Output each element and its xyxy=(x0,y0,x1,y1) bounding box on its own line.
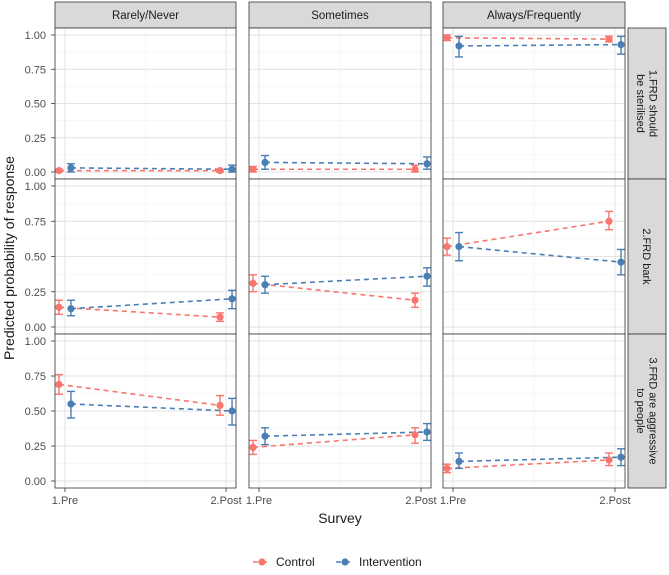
point-control xyxy=(443,34,451,42)
point-control xyxy=(249,165,257,173)
point-control xyxy=(443,464,451,472)
x-tick-label: 1.Pre xyxy=(52,495,78,507)
y-tick-label: 0.00 xyxy=(25,476,46,488)
y-tick-label: 0.25 xyxy=(25,287,46,299)
point-control xyxy=(411,431,419,439)
y-tick-label: 0.25 xyxy=(25,133,46,145)
y-tick-label: 0.75 xyxy=(25,216,46,228)
x-tick-label: 2.Post xyxy=(210,495,241,507)
point-control xyxy=(411,165,419,173)
series-line-intervention xyxy=(264,275,428,286)
panel-border xyxy=(442,333,626,489)
point-intervention xyxy=(228,407,236,415)
point-control xyxy=(216,401,224,409)
point-control xyxy=(55,303,63,311)
point-intervention xyxy=(228,165,236,173)
point-intervention xyxy=(455,243,463,251)
series-line-control xyxy=(58,383,221,407)
legend-label: Intervention xyxy=(359,555,422,569)
point-control xyxy=(249,279,257,287)
point-control xyxy=(216,313,224,321)
y-axis-title: Predicted probability of response xyxy=(1,156,17,360)
point-control xyxy=(55,167,63,175)
point-control xyxy=(411,296,419,304)
point-control xyxy=(605,217,613,225)
row-strip xyxy=(627,178,667,335)
series-line-control xyxy=(446,459,610,470)
y-tick-label: 1.00 xyxy=(25,30,46,42)
point-control xyxy=(249,443,257,451)
y-tick-label: 1.00 xyxy=(25,336,46,348)
row-strip xyxy=(627,333,667,489)
series-line-intervention xyxy=(458,456,622,463)
panel-border xyxy=(248,333,432,489)
column-strip xyxy=(248,1,432,29)
point-intervention xyxy=(67,164,75,172)
point-intervention xyxy=(261,281,269,289)
point-intervention xyxy=(67,400,75,408)
point-intervention xyxy=(261,432,269,440)
row-strip-label-group: 2.FRD bark xyxy=(640,228,652,285)
point-intervention xyxy=(423,428,431,436)
x-tick-label: 2.Post xyxy=(405,495,436,507)
point-intervention xyxy=(423,272,431,280)
legend-key-point xyxy=(341,558,349,566)
y-tick-label: 0.75 xyxy=(25,64,46,76)
legend-label: Control xyxy=(276,555,315,569)
series-line-control xyxy=(252,434,416,449)
point-intervention xyxy=(617,258,625,266)
point-intervention xyxy=(67,305,75,313)
series-line-intervention xyxy=(458,245,622,263)
y-tick-label: 0.00 xyxy=(25,322,46,334)
point-intervention xyxy=(617,453,625,461)
x-axis-title: Survey xyxy=(318,510,362,526)
point-intervention xyxy=(617,40,625,49)
legend-key-point xyxy=(258,558,266,566)
row-strip-label: to people xyxy=(634,388,646,433)
point-control xyxy=(55,380,63,388)
point-control xyxy=(605,456,613,464)
row-strip-label: 1.FRD should xyxy=(646,70,658,137)
point-intervention xyxy=(423,160,431,168)
point-intervention xyxy=(261,158,269,167)
y-tick-label: 0.00 xyxy=(25,167,46,179)
x-tick-label: 1.Pre xyxy=(246,495,272,507)
y-tick-label: 0.75 xyxy=(25,371,46,383)
column-strip xyxy=(442,1,626,29)
x-tick-label: 1.Pre xyxy=(440,495,466,507)
point-intervention xyxy=(228,295,236,303)
point-control xyxy=(216,167,224,175)
y-tick-label: 0.25 xyxy=(25,441,46,453)
series-line-control xyxy=(446,220,610,248)
y-tick-label: 0.50 xyxy=(25,99,46,111)
x-tick-label: 2.Post xyxy=(599,495,630,507)
row-strip xyxy=(627,27,667,180)
point-intervention xyxy=(455,42,463,50)
point-control xyxy=(443,243,451,251)
y-tick-label: 1.00 xyxy=(25,181,46,193)
row-strip-label: be sterilised xyxy=(634,74,646,133)
series-line-control xyxy=(252,282,416,302)
point-control xyxy=(605,35,613,43)
column-strip-label: Rarely/Never xyxy=(112,10,179,22)
series-line-intervention xyxy=(264,431,428,437)
y-tick-label: 0.50 xyxy=(25,252,46,264)
column-strip-label: Always/Frequently xyxy=(487,10,581,22)
column-strip xyxy=(54,1,237,29)
column-strip-label: Sometimes xyxy=(311,10,369,22)
point-intervention xyxy=(455,457,463,465)
row-strip-label: 3.FRD are aggressive xyxy=(646,358,658,465)
y-tick-label: 0.50 xyxy=(25,406,46,418)
row-strip-label: 2.FRD bark xyxy=(640,228,652,285)
